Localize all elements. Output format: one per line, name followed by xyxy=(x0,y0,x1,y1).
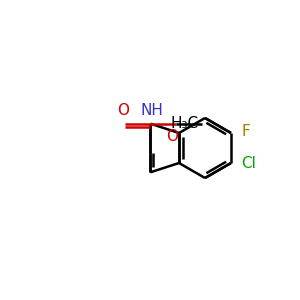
Text: NH: NH xyxy=(140,103,163,118)
Text: O: O xyxy=(166,129,178,144)
Text: F: F xyxy=(242,124,251,140)
Text: H₃C: H₃C xyxy=(170,116,198,131)
Text: Cl: Cl xyxy=(241,157,256,172)
Text: O: O xyxy=(117,103,129,118)
